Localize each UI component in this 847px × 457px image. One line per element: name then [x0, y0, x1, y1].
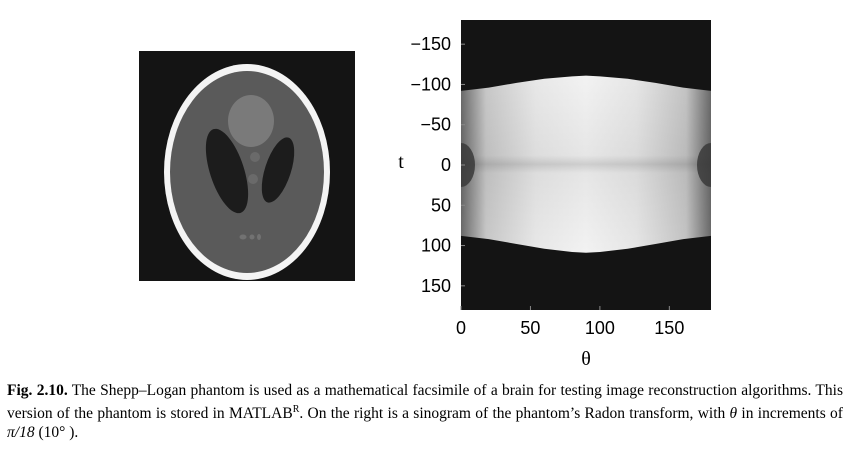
phantom-small-ellipse-bottom-left	[239, 234, 247, 240]
phantom-right-ventricle	[261, 137, 295, 203]
caption-text-part2: . On the right is a sinogram of the phan…	[299, 405, 730, 423]
y-tick-label: −100	[410, 74, 451, 94]
y-tick-label: 50	[431, 195, 451, 215]
x-tick-label: 100	[585, 318, 615, 338]
caption-increment: π/18	[7, 424, 35, 442]
shepp-logan-phantom-image	[139, 51, 355, 281]
x-tick-label: 50	[520, 318, 540, 338]
sinogram-shading	[461, 75, 711, 253]
sinogram-chart: −150 −100 −50 0 50 100 150 0 50 100 150 t θ	[389, 20, 729, 370]
phantom-small-ellipse-bottom-center	[249, 234, 255, 240]
phantom-small-ellipse-top	[250, 152, 260, 162]
phantom-small-ellipse-bottom-right	[257, 234, 261, 240]
y-tick-label: 100	[421, 236, 451, 256]
caption-text-part4: (10° ).	[34, 424, 79, 442]
caption-theta-symbol: θ	[729, 405, 738, 423]
figure-caption: Fig. 2.10. The Shepp–Logan phantom is us…	[7, 381, 843, 442]
caption-text-part3: in increments of	[737, 405, 843, 423]
caption-superscript: R	[292, 404, 300, 415]
y-axis-ticks: −150 −100 −50 0 50 100 150	[410, 34, 465, 296]
caption-text-part1: The Shepp–Logan phantom is used as a mat…	[7, 382, 843, 423]
sinogram-left-dark-band	[461, 143, 475, 187]
sinogram-data	[461, 75, 711, 253]
y-axis-label: t	[398, 151, 404, 173]
y-tick-label: −150	[410, 34, 451, 54]
x-axis-label: θ	[581, 348, 591, 370]
phantom-left-ventricle	[205, 128, 249, 214]
phantom-brain-interior	[170, 71, 324, 273]
figure-label: Fig. 2.10.	[7, 382, 68, 399]
phantom-drawing	[164, 64, 330, 280]
sinogram-plot: −150 −100 −50 0 50 100 150 0 50 100 150 t θ	[398, 20, 711, 370]
y-tick-label: 150	[421, 276, 451, 296]
x-tick-label: 150	[654, 318, 684, 338]
x-axis-ticks: 0 50 100 150	[456, 306, 684, 338]
y-tick-label: −50	[420, 115, 451, 135]
sinogram-right-dark-band	[697, 143, 711, 187]
phantom-upper-ellipse	[228, 95, 274, 147]
y-tick-label: 0	[441, 155, 451, 175]
phantom-small-ellipse-middle	[248, 174, 258, 184]
x-tick-label: 0	[456, 318, 466, 338]
